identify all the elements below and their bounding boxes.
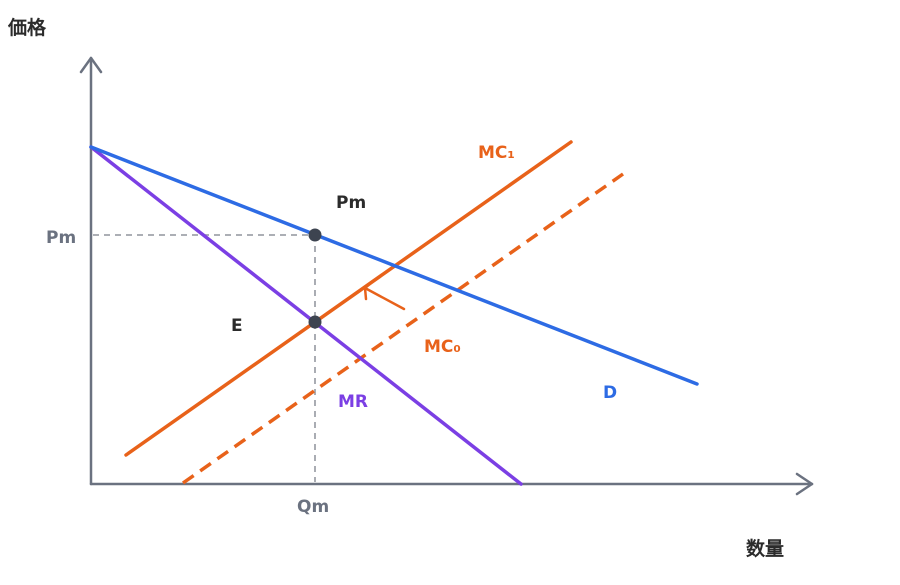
demand-label: D <box>603 383 617 403</box>
mc1-label: MC₁ <box>478 143 515 163</box>
price-point-label: Pm <box>336 193 366 213</box>
mc0-label: MC₀ <box>424 337 461 357</box>
shift-arrowhead <box>363 280 374 301</box>
x-tick-qm: Qm <box>297 497 329 517</box>
x-axis-label: 数量 <box>746 537 784 560</box>
equilibrium-label: E <box>231 316 243 336</box>
mc0-curve <box>181 172 625 485</box>
y-axis-label: 価格 <box>7 16 47 39</box>
mc1-curve <box>124 140 573 457</box>
demand-curve <box>89 145 699 386</box>
y-tick-pm: Pm <box>46 228 76 248</box>
equilibrium-point <box>308 315 322 329</box>
axes <box>79 56 814 496</box>
monopoly-price-point <box>308 228 322 242</box>
mr-label: MR <box>338 392 368 412</box>
mr-curve <box>89 145 523 486</box>
shift-arrow <box>363 280 406 311</box>
x-axis-arrowhead <box>795 472 814 496</box>
guide-lines <box>93 234 316 482</box>
y-axis-arrowhead <box>79 56 103 74</box>
